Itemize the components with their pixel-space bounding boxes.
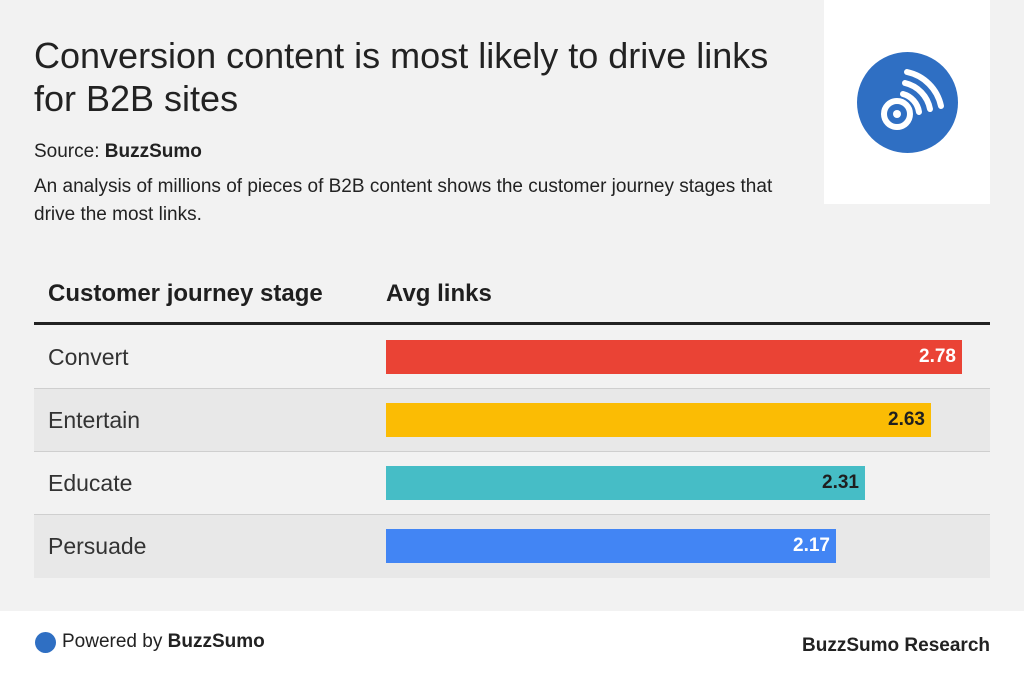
bar-row: Entertain 2.63 [34, 389, 990, 452]
bar-row: Convert 2.78 [34, 326, 990, 389]
logo-box [824, 0, 990, 204]
value-label: 2.31 [822, 472, 859, 493]
source-line: Source: BuzzSumo [34, 141, 202, 163]
bar: 2.78 [386, 340, 962, 374]
bar: 2.17 [386, 529, 836, 563]
bar: 2.31 [386, 466, 865, 500]
powered-prefix: Powered by [62, 631, 163, 652]
value-label: 2.63 [888, 409, 925, 430]
powered-name: BuzzSumo [167, 631, 265, 652]
source-name: BuzzSumo [104, 141, 202, 162]
bar: 2.63 [386, 403, 931, 437]
value-label: 2.17 [793, 535, 830, 556]
chart-title: Conversion content is most likely to dri… [34, 35, 769, 119]
row-divider [34, 451, 990, 452]
buzzsumo-dot-icon [35, 632, 56, 653]
bar-row: Persuade 2.17 [34, 515, 990, 578]
powered-by: Powered by BuzzSumo [62, 631, 265, 653]
column-header-links: Avg links [386, 280, 492, 307]
source-prefix: Source: [34, 141, 100, 162]
header-rule [34, 322, 990, 325]
row-divider [34, 514, 990, 515]
row-divider [34, 388, 990, 389]
column-header-stage: Customer journey stage [48, 280, 323, 307]
category-label: Educate [48, 470, 133, 496]
category-label: Convert [48, 344, 129, 370]
category-label: Entertain [48, 407, 141, 433]
category-label: Persuade [48, 533, 147, 559]
chart-description: An analysis of millions of pieces of B2B… [34, 176, 773, 225]
value-label: 2.78 [919, 346, 956, 367]
footer-credit: BuzzSumo Research [802, 635, 990, 656]
rss-feed-icon [857, 52, 958, 153]
bar-row: Educate 2.31 [34, 452, 990, 515]
